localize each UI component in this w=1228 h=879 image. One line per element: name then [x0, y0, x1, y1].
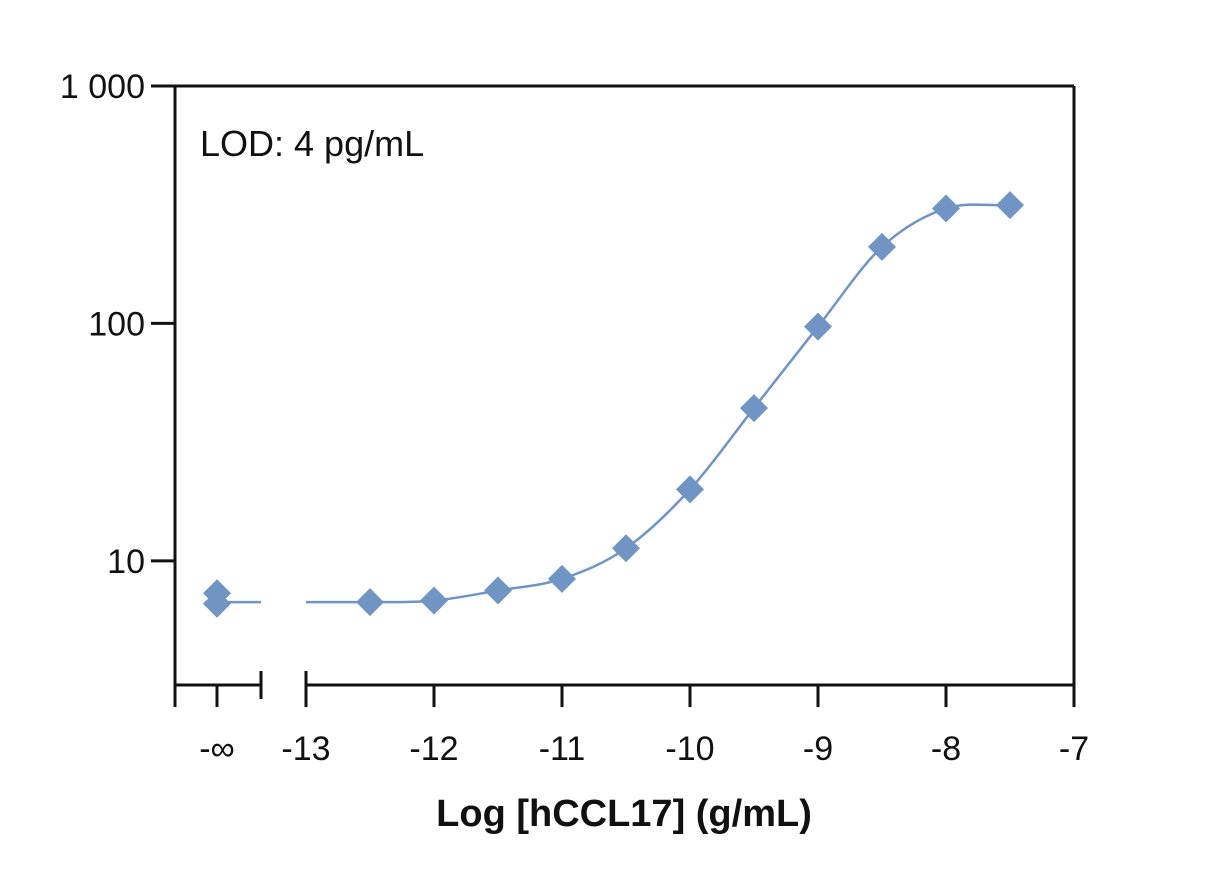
- fit-curves: [205, 203, 1011, 604]
- x-tick-label: -13: [281, 730, 330, 768]
- lod-annotation: LOD: 4 pg/mL: [200, 123, 424, 164]
- data-point: [420, 586, 448, 615]
- data-point: [740, 394, 768, 423]
- data-points: [203, 191, 1024, 618]
- y-tick-label: 10: [107, 543, 145, 581]
- data-point: [676, 475, 704, 504]
- fit-curve: [305, 203, 1011, 604]
- x-axis-label: Log [hCCL17] (g/mL): [436, 793, 812, 835]
- data-point: [804, 312, 832, 341]
- y-tick-label: 1 000: [60, 68, 145, 106]
- x-tick-label: -12: [409, 730, 458, 768]
- data-point: [932, 194, 960, 223]
- x-tick-label: -8: [931, 730, 961, 768]
- x-axis: -∞ -13 -12 -11 -10 -9 -8 -7: [173, 671, 1089, 768]
- data-point-zero-dose: [203, 589, 231, 618]
- y-axis: 10 100 1 000: [60, 68, 175, 581]
- data-point: [612, 534, 640, 563]
- data-point: [548, 564, 576, 593]
- data-point: [868, 232, 896, 261]
- y-tick-label: 100: [88, 305, 145, 343]
- x-tick-label: -11: [539, 730, 586, 768]
- data-point: [484, 576, 512, 605]
- x-tick-label: -7: [1059, 730, 1089, 768]
- plot-frame: [173, 84, 1076, 685]
- data-point: [356, 588, 384, 617]
- x-tick-label-zero: -∞: [199, 730, 235, 768]
- data-point: [996, 191, 1024, 220]
- x-tick-label: -9: [803, 730, 833, 768]
- x-tick-label: -10: [665, 730, 714, 768]
